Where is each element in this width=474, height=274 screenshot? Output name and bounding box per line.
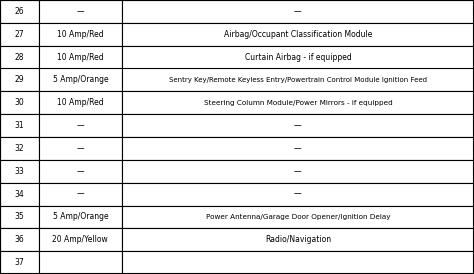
Bar — [39, 160, 122, 183]
Text: 33: 33 — [15, 167, 24, 176]
Text: 5 Amp/Orange: 5 Amp/Orange — [53, 75, 108, 84]
Text: 20 Amp/Yellow: 20 Amp/Yellow — [53, 235, 108, 244]
Text: —: — — [76, 7, 84, 16]
Text: —: — — [76, 167, 84, 176]
Bar — [122, 91, 474, 114]
Text: 37: 37 — [15, 258, 24, 267]
Bar — [39, 0, 122, 23]
Text: —: — — [294, 190, 302, 199]
Bar — [0, 0, 39, 23]
Text: 26: 26 — [15, 7, 24, 16]
Text: 36: 36 — [15, 235, 24, 244]
Bar — [0, 23, 39, 46]
Text: Airbag/Occupant Classification Module: Airbag/Occupant Classification Module — [224, 30, 372, 39]
Bar — [122, 160, 474, 183]
Bar — [39, 206, 122, 228]
Text: 31: 31 — [15, 121, 24, 130]
Bar — [0, 160, 39, 183]
Bar — [39, 68, 122, 91]
Text: 29: 29 — [15, 75, 24, 84]
Bar — [39, 251, 122, 274]
Bar — [122, 46, 474, 68]
Text: —: — — [294, 144, 302, 153]
Bar — [122, 206, 474, 228]
Bar — [0, 206, 39, 228]
Text: —: — — [294, 121, 302, 130]
Bar — [0, 228, 39, 251]
Bar — [122, 23, 474, 46]
Text: Power Antenna/Garage Door Opener/Ignition Delay: Power Antenna/Garage Door Opener/Ignitio… — [206, 214, 390, 220]
Bar — [39, 137, 122, 160]
Bar — [0, 137, 39, 160]
Text: —: — — [294, 7, 302, 16]
Bar — [39, 228, 122, 251]
Bar — [39, 183, 122, 206]
Bar — [0, 91, 39, 114]
Bar — [0, 114, 39, 137]
Text: 30: 30 — [15, 98, 24, 107]
Text: —: — — [76, 121, 84, 130]
Text: —: — — [76, 190, 84, 199]
Bar — [122, 114, 474, 137]
Text: 10 Amp/Red: 10 Amp/Red — [57, 30, 104, 39]
Bar — [39, 23, 122, 46]
Text: 28: 28 — [15, 53, 24, 62]
Text: 10 Amp/Red: 10 Amp/Red — [57, 98, 104, 107]
Bar — [0, 68, 39, 91]
Bar — [122, 68, 474, 91]
Text: Steering Column Module/Power Mirrors - if equipped: Steering Column Module/Power Mirrors - i… — [203, 100, 392, 106]
Bar — [122, 183, 474, 206]
Bar — [122, 251, 474, 274]
Text: 5 Amp/Orange: 5 Amp/Orange — [53, 212, 108, 221]
Text: 10 Amp/Red: 10 Amp/Red — [57, 53, 104, 62]
Bar — [39, 114, 122, 137]
Text: 27: 27 — [15, 30, 24, 39]
Text: Curtain Airbag - if equipped: Curtain Airbag - if equipped — [245, 53, 351, 62]
Bar — [122, 228, 474, 251]
Bar — [0, 46, 39, 68]
Text: —: — — [294, 167, 302, 176]
Bar — [0, 183, 39, 206]
Text: 32: 32 — [15, 144, 24, 153]
Text: 35: 35 — [15, 212, 24, 221]
Text: —: — — [76, 144, 84, 153]
Text: 34: 34 — [15, 190, 24, 199]
Bar — [122, 137, 474, 160]
Text: Radio/Navigation: Radio/Navigation — [265, 235, 331, 244]
Text: Sentry Key/Remote Keyless Entry/Powertrain Control Module Ignition Feed: Sentry Key/Remote Keyless Entry/Powertra… — [169, 77, 427, 83]
Bar — [39, 46, 122, 68]
Bar — [122, 0, 474, 23]
Bar — [39, 91, 122, 114]
Bar — [0, 251, 39, 274]
